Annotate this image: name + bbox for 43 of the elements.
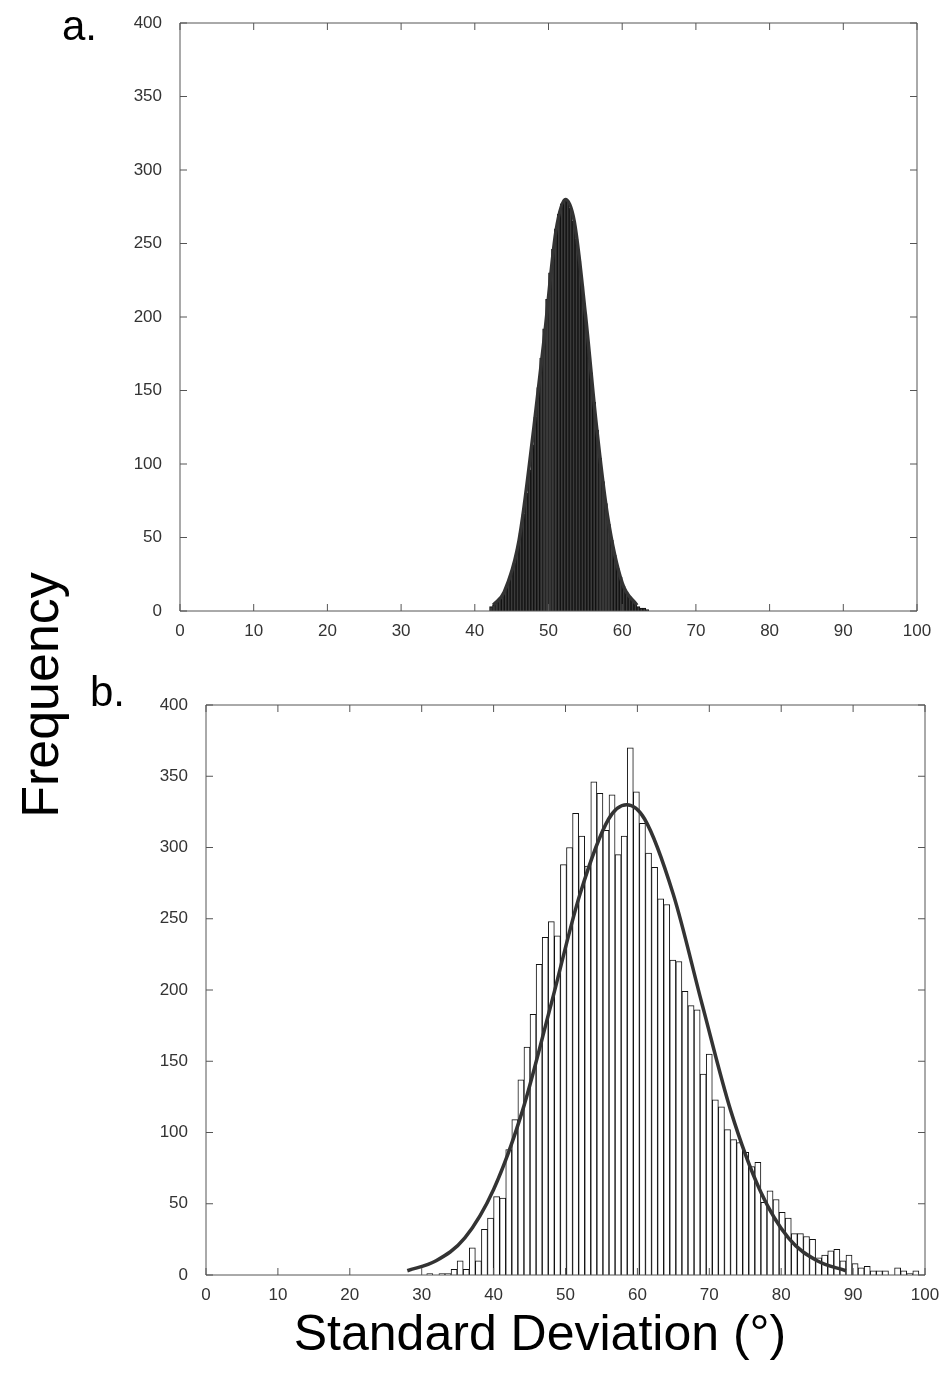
chart-title: a. — [62, 2, 98, 50]
x-tick-label: 20 — [340, 1284, 360, 1304]
x-tick-label: 70 — [699, 1284, 719, 1304]
y-tick-label: 100 — [133, 453, 162, 473]
x-tick-label: 0 — [201, 1284, 211, 1304]
y-tick-label: 0 — [152, 600, 162, 620]
y-tick-label: 200 — [133, 306, 162, 326]
x-tick-label: 30 — [412, 1284, 432, 1304]
y-tick-label: 250 — [159, 908, 188, 928]
y-tick-label: 250 — [133, 233, 162, 253]
x-tick-label: 100 — [910, 1284, 940, 1304]
y-tick-label: 300 — [159, 837, 188, 857]
x-tick-label: 60 — [627, 1284, 647, 1304]
y-axis-title: Frequency — [10, 572, 70, 818]
y-tick-label: 100 — [159, 1122, 188, 1142]
x-tick-label: 90 — [833, 620, 853, 640]
y-tick-label: 0 — [178, 1264, 188, 1284]
x-tick-label: 60 — [612, 620, 632, 640]
x-tick-label: 10 — [268, 1284, 288, 1304]
chart-title: b. — [90, 668, 126, 716]
y-tick-label: 200 — [159, 979, 188, 999]
x-tick-label: 40 — [484, 1284, 504, 1304]
x-tick-label: 90 — [843, 1284, 863, 1304]
y-tick-label: 50 — [143, 527, 162, 547]
y-tick-label: 350 — [133, 86, 162, 106]
y-tick-label: 150 — [159, 1050, 188, 1070]
y-tick-label: 350 — [159, 765, 188, 785]
y-tick-label: 300 — [133, 159, 162, 179]
x-tick-label: 100 — [902, 620, 932, 640]
y-tick-label: 50 — [169, 1193, 188, 1213]
x-tick-label: 80 — [771, 1284, 791, 1304]
y-tick-label: 400 — [133, 12, 162, 32]
x-tick-label: 40 — [465, 620, 485, 640]
x-tick-label: 10 — [244, 620, 264, 640]
x-tick-label: 30 — [391, 620, 411, 640]
x-tick-label: 50 — [556, 1284, 575, 1304]
y-tick-label: 150 — [133, 380, 162, 400]
x-tick-label: 70 — [686, 620, 706, 640]
x-tick-label: 20 — [317, 620, 337, 640]
x-axis-title: Standard Deviation (°) — [293, 1304, 787, 1362]
x-tick-label: 80 — [760, 620, 780, 640]
x-tick-label: 50 — [539, 620, 558, 640]
y-tick-label: 400 — [159, 694, 188, 714]
